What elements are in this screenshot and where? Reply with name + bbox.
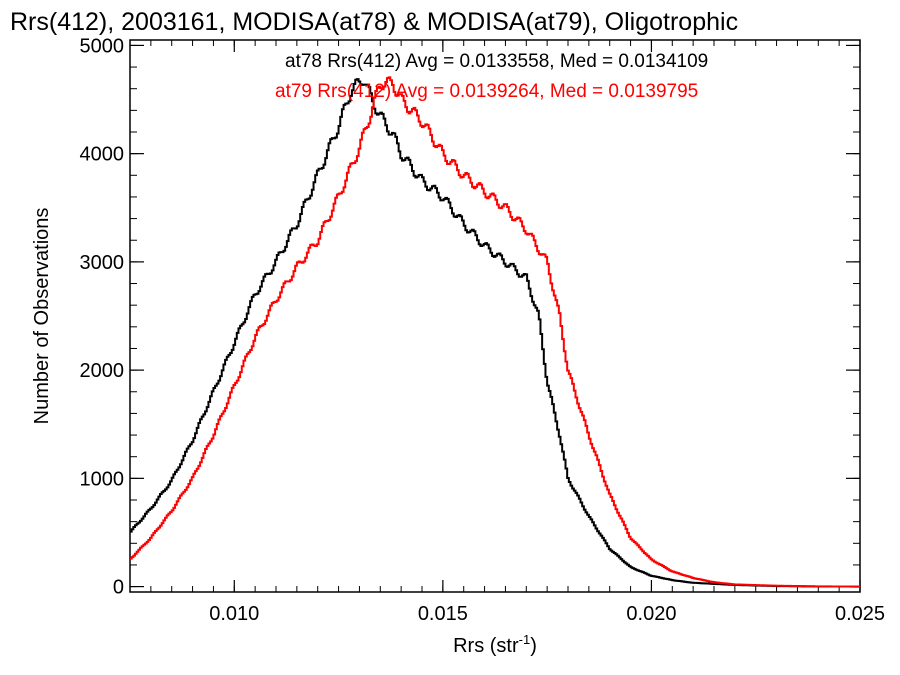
y-tick-label: 2000 (80, 360, 125, 382)
plot-border (129, 39, 861, 593)
y-axis-label: Number of Observations (31, 208, 53, 425)
x-axis-label-base: Rrs (str (453, 635, 519, 657)
legend-entry-at79: at79 Rrs(412) Avg = 0.0139264, Med = 0.0… (275, 81, 698, 102)
y-tick-label: 4000 (80, 144, 125, 166)
x-axis-label: Rrs (str-1) (453, 632, 537, 657)
series-line-at78 (130, 78, 861, 588)
x-axis: 0.010 0.015 0.020 0.025 (129, 40, 885, 625)
y-tick-label: 3000 (80, 252, 125, 274)
chart-title: Rrs(412), 2003161, MODISA(at78) & MODISA… (10, 8, 738, 36)
x-axis-label-superscript: -1 (519, 632, 531, 647)
x-tick-label: 0.025 (835, 603, 885, 625)
x-tick-label: 0.020 (626, 603, 676, 625)
x-tick-label: 0.010 (209, 603, 259, 625)
x-axis-label-close: ) (530, 635, 537, 657)
series-layer (130, 76, 861, 588)
x-tick-label: 0.015 (418, 603, 468, 625)
y-tick-label: 5000 (80, 35, 125, 57)
y-axis: 0 1000 2000 3000 4000 5000 (80, 35, 860, 599)
y-tick-label: 0 (113, 577, 124, 599)
legend-entry-at78: at78 Rrs(412) Avg = 0.0133558, Med = 0.0… (285, 51, 708, 72)
plot-frame (129, 39, 861, 593)
y-tick-label: 1000 (80, 468, 125, 490)
series-line-at79 (130, 76, 861, 588)
